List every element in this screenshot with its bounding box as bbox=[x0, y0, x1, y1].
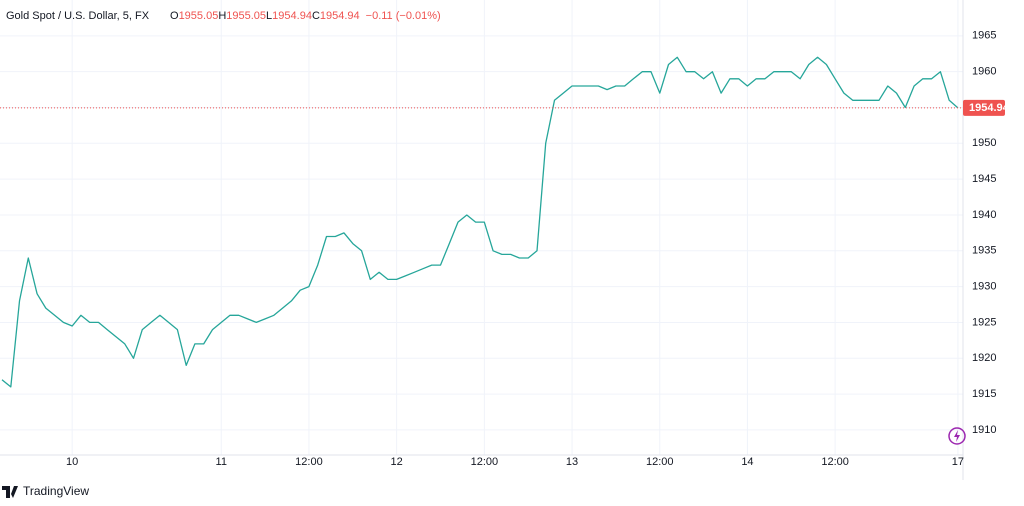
ohlc: O1955.05H1955.05L1954.94C1954.94 −0.11 (−… bbox=[170, 10, 441, 22]
brand-logo bbox=[2, 486, 18, 498]
x-tick-label: 11 bbox=[216, 456, 227, 468]
ohlc-open: 1955.05 bbox=[179, 10, 219, 22]
ohlc-low: 1954.94 bbox=[272, 10, 312, 22]
y-tick-label: 1950 bbox=[972, 137, 996, 149]
ohlc-h-label: H bbox=[218, 10, 226, 22]
brand: TradingView bbox=[2, 484, 89, 498]
y-tick-label: 1925 bbox=[972, 316, 996, 328]
ohlc-change: −0.11 (−0.01%) bbox=[366, 10, 441, 22]
header: Gold Spot / U.S. Dollar, 5, FX O1955.05H… bbox=[6, 10, 441, 22]
ohlc-close: 1954.94 bbox=[320, 10, 360, 22]
y-tick-label: 1930 bbox=[972, 281, 996, 293]
x-tick-label: 12:00 bbox=[821, 456, 849, 468]
price-line bbox=[1, 56, 959, 388]
y-tick-label: 1940 bbox=[972, 209, 996, 221]
event-icon-bolt bbox=[954, 430, 960, 442]
y-tick-label: 1965 bbox=[972, 30, 996, 42]
x-tick-label: 12 bbox=[391, 456, 403, 468]
x-tick-label: 10 bbox=[66, 456, 78, 468]
y-tick-label: 1960 bbox=[972, 66, 996, 78]
y-tick-label: 1945 bbox=[972, 173, 996, 185]
x-tick-label: 12:00 bbox=[471, 456, 499, 468]
x-tick-label: 12:00 bbox=[295, 456, 323, 468]
y-tick-label: 1935 bbox=[972, 245, 996, 257]
ohlc-high: 1955.05 bbox=[226, 10, 266, 22]
y-tick-label: 1915 bbox=[972, 388, 996, 400]
y-tick-label: 1910 bbox=[972, 424, 996, 436]
grid bbox=[0, 0, 963, 455]
y-tick-label: 1920 bbox=[972, 352, 996, 364]
x-tick-label: 14 bbox=[741, 456, 753, 468]
last-price-label: 1954.94 bbox=[969, 102, 1010, 114]
x-tick-label: 13 bbox=[566, 456, 578, 468]
symbol-title: Gold Spot / U.S. Dollar, 5, FX bbox=[6, 10, 150, 22]
x-tick-label: 17 bbox=[952, 456, 964, 468]
x-tick-label: 12:00 bbox=[646, 456, 674, 468]
ohlc-l-label: L bbox=[266, 10, 272, 22]
event-icon[interactable] bbox=[948, 427, 966, 445]
ohlc-o-label: O bbox=[170, 10, 179, 22]
plot bbox=[0, 56, 963, 388]
last-price-tag bbox=[963, 99, 1005, 116]
brand-name: TradingView bbox=[23, 484, 89, 498]
ohlc-c-label: C bbox=[312, 10, 320, 22]
